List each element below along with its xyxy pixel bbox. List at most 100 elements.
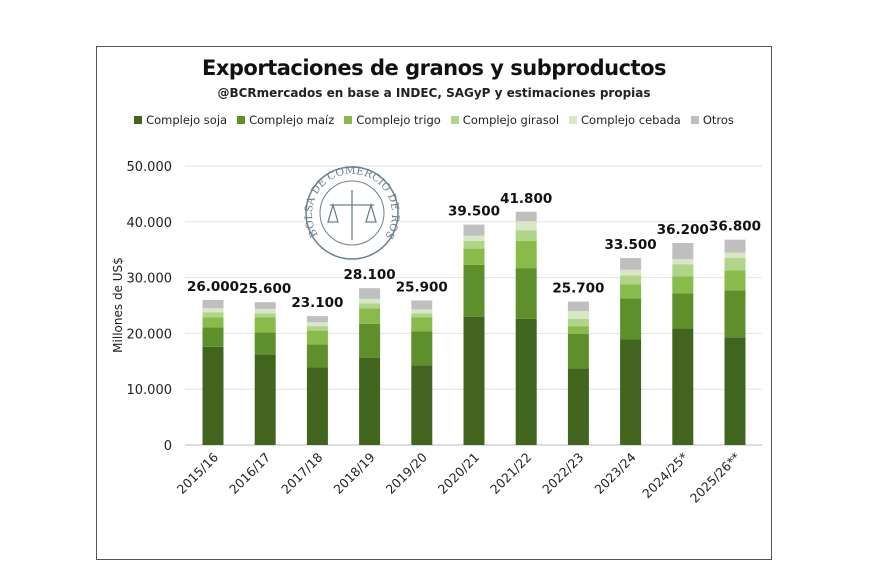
bar-segment — [254, 354, 276, 445]
bar-segment — [724, 290, 746, 338]
bar-segment — [202, 312, 224, 318]
bar-segment — [202, 346, 224, 445]
bar-segment — [672, 259, 694, 265]
legend-item: Complejo soja — [134, 113, 227, 127]
x-tick-label: 2018/19 — [330, 449, 377, 496]
x-tick-label: 2025/26** — [687, 450, 743, 506]
bar-segment — [306, 316, 328, 323]
x-tick-label: 2017/18 — [278, 449, 325, 496]
bar-segment — [254, 332, 276, 355]
bar-segment — [567, 368, 589, 445]
chart-frame — [96, 46, 772, 560]
bar-segment — [411, 300, 433, 310]
bar-segment — [202, 299, 224, 309]
data-label: 25.900 — [396, 279, 448, 295]
chart-title: Exportaciones de granos y subproductos — [201, 56, 667, 80]
bar-segment — [515, 268, 537, 319]
bar-segment — [202, 308, 224, 313]
bar-segment — [724, 337, 746, 445]
x-tick-label: 2016/17 — [226, 450, 273, 497]
legend-item: Complejo trigo — [344, 113, 441, 127]
bar-segment — [672, 276, 694, 294]
data-label: 28.100 — [344, 267, 396, 283]
legend-label: Complejo girasol — [462, 113, 560, 127]
bar-segment — [463, 235, 485, 241]
y-tick-label: 50.000 — [127, 160, 173, 175]
bar-segment — [567, 301, 589, 312]
legend-label: Complejo trigo — [356, 113, 441, 127]
data-label: 26.000 — [187, 279, 239, 295]
legend-label: Otros — [702, 113, 734, 127]
bar-segment — [672, 243, 694, 260]
bar-segment — [202, 327, 224, 347]
bar-segment — [306, 322, 328, 327]
bar-segment — [463, 316, 485, 445]
legend-label: Complejo maíz — [249, 113, 335, 127]
bar-segment — [306, 367, 328, 445]
y-tick-label: 30.000 — [127, 272, 173, 287]
bar-segment — [254, 313, 276, 318]
bar-segment — [567, 311, 589, 319]
data-label: 36.200 — [657, 222, 709, 238]
bar-segment — [306, 330, 328, 345]
x-tick-label: 2020/21 — [435, 450, 482, 497]
chart-subtitle: @BCRmercados en base a INDEC, SAGyP y es… — [217, 86, 651, 100]
bar-segment — [411, 317, 433, 332]
bar-segment — [359, 303, 381, 309]
bar-segment — [411, 313, 433, 318]
legend-label: Complejo soja — [146, 113, 228, 127]
bar-segment — [411, 365, 433, 445]
bar-segment — [620, 275, 642, 285]
bar-segment — [515, 240, 537, 269]
legend-swatch — [690, 116, 699, 124]
bar-segment — [620, 339, 642, 445]
bar-segment — [359, 357, 381, 445]
bar-segment — [359, 308, 381, 324]
x-tick-label: 2023/24 — [591, 449, 638, 496]
bar-segment — [202, 317, 224, 328]
bar-segment — [620, 258, 642, 270]
bar-segment — [724, 239, 746, 253]
bar-segment — [724, 258, 746, 271]
legend-swatch — [237, 116, 246, 124]
bar-segment — [306, 344, 328, 368]
bar-segment — [359, 298, 381, 304]
logo-inner-ring — [319, 180, 385, 246]
bar-segment — [620, 298, 642, 340]
bar-segment — [359, 288, 381, 299]
bar-segment — [672, 328, 694, 445]
bar-segment — [515, 318, 537, 445]
bar-segment — [463, 240, 485, 249]
bar-segment — [515, 211, 537, 222]
legend-swatch — [344, 116, 353, 124]
data-label: 36.800 — [709, 219, 761, 235]
x-tick-label: 2021/22 — [487, 450, 534, 497]
bar-segment — [515, 230, 537, 241]
bar-segment — [620, 284, 642, 299]
bar-segment — [254, 317, 276, 333]
bar-segment — [724, 252, 746, 259]
legend-item: Complejo maíz — [237, 113, 334, 127]
bar-segment — [463, 248, 485, 265]
legend-item: Complejo cebada — [569, 113, 681, 127]
data-label: 33.500 — [605, 237, 657, 253]
logo-seal: BOLSA DE COMERCIO DE ROSARIO — [0, 0, 401, 260]
bar-segment — [463, 224, 485, 236]
y-tick-label: 0 — [164, 439, 172, 454]
bar-segment — [620, 269, 642, 276]
bar-segment — [515, 221, 537, 231]
legend-swatch — [569, 116, 578, 124]
bar-segment — [672, 264, 694, 277]
data-label: 41.800 — [500, 191, 552, 207]
y-tick-label: 10.000 — [127, 383, 173, 398]
bar-segment — [567, 326, 589, 334]
bar-segment — [359, 323, 381, 358]
legend-swatch — [450, 116, 459, 124]
bar-segment — [463, 264, 485, 317]
x-tick-label: 2019/20 — [383, 449, 430, 496]
data-label: 23.100 — [291, 295, 343, 311]
x-tick-label: 2024/25* — [639, 450, 691, 502]
data-label: 39.500 — [448, 204, 500, 220]
y-tick-label: 40.000 — [127, 216, 173, 231]
bar-segment — [411, 309, 433, 314]
